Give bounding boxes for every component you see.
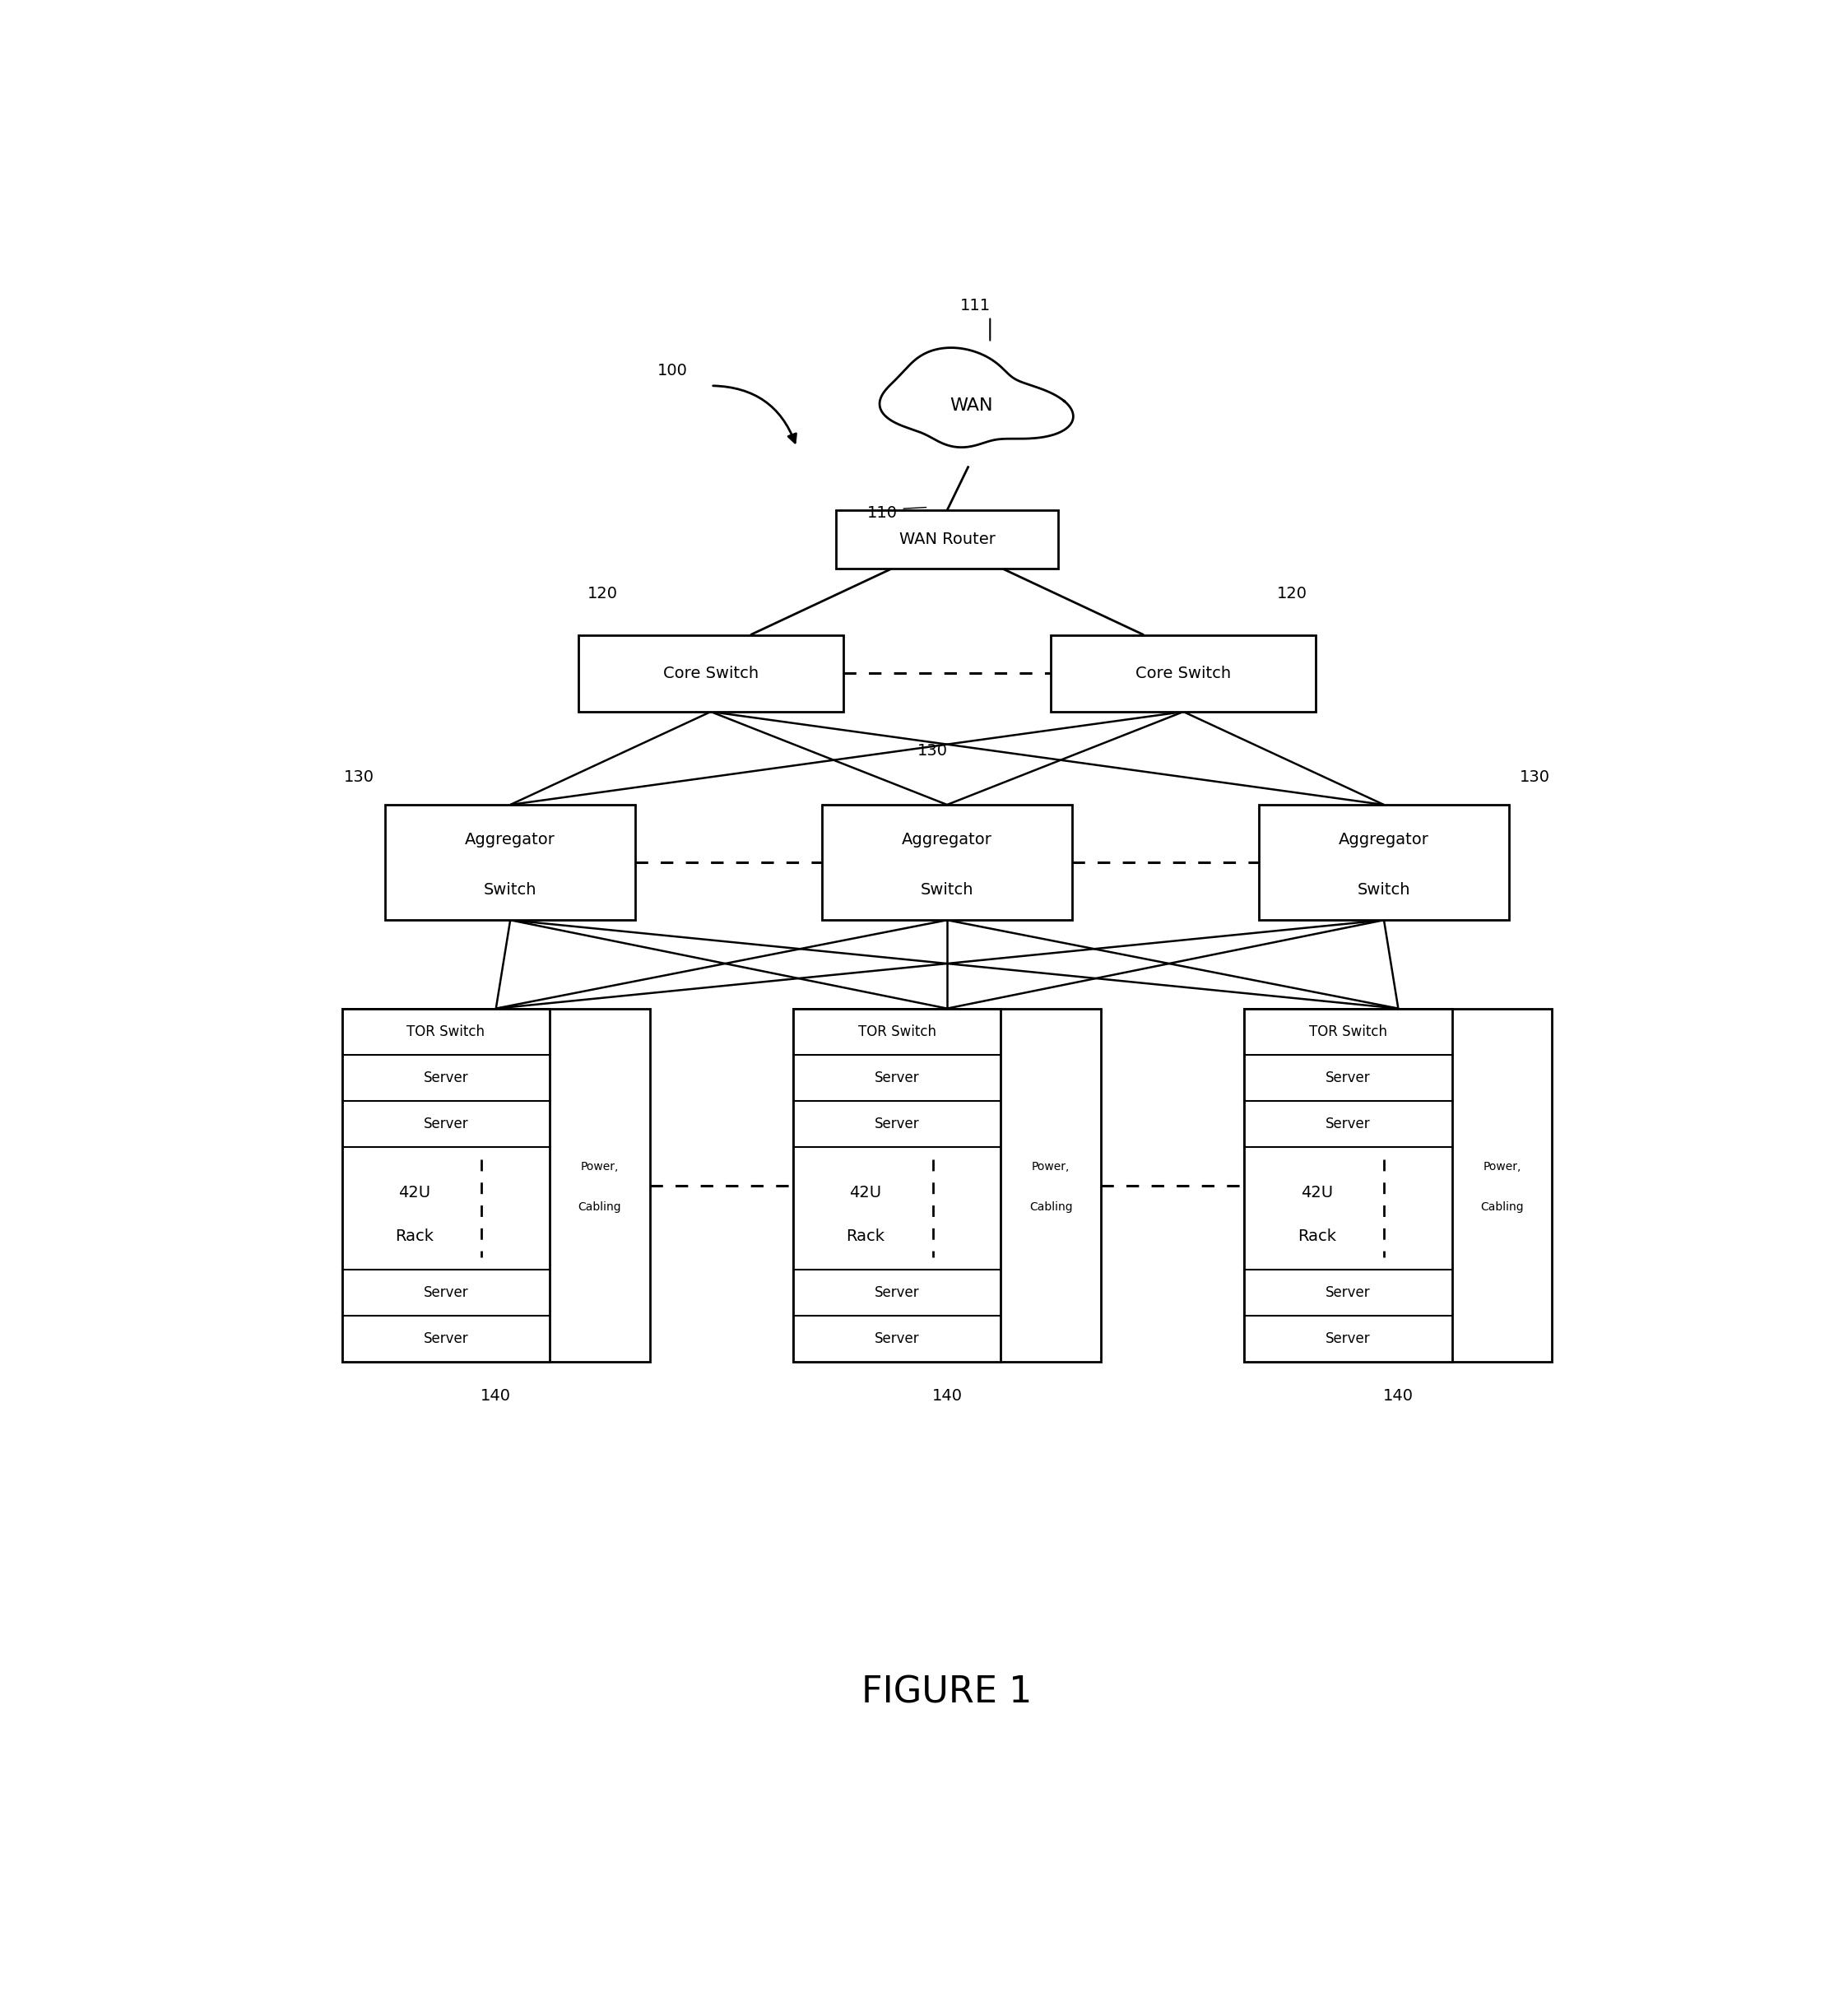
Text: Cabling: Cabling: [1480, 1200, 1525, 1212]
Text: Power,: Power,: [1482, 1160, 1521, 1172]
Bar: [342, 1008, 549, 1362]
Text: Server: Server: [1325, 1286, 1371, 1300]
Text: Aggregator: Aggregator: [1338, 831, 1429, 847]
Text: 42U: 42U: [1301, 1184, 1332, 1200]
Text: Server: Server: [874, 1286, 920, 1300]
Text: 111: 111: [961, 298, 991, 314]
Text: 130: 130: [344, 769, 373, 785]
Text: Server: Server: [874, 1116, 920, 1130]
Bar: [578, 635, 843, 711]
Text: 130: 130: [918, 743, 948, 759]
Text: Aggregator: Aggregator: [902, 831, 992, 847]
Text: 110: 110: [867, 505, 898, 521]
Text: Server: Server: [423, 1070, 468, 1084]
Text: Server: Server: [423, 1116, 468, 1130]
Text: Core Switch: Core Switch: [1137, 665, 1231, 681]
Text: Cabling: Cabling: [578, 1200, 621, 1212]
Text: WAN: WAN: [950, 397, 992, 413]
Text: Server: Server: [1325, 1070, 1371, 1084]
Text: Power,: Power,: [580, 1160, 619, 1172]
Text: TOR Switch: TOR Switch: [407, 1024, 484, 1038]
Text: 140: 140: [480, 1388, 512, 1404]
Text: 120: 120: [1277, 587, 1307, 601]
Bar: [1244, 1008, 1453, 1362]
Text: Server: Server: [423, 1286, 468, 1300]
Text: Server: Server: [423, 1332, 468, 1346]
Text: WAN Router: WAN Router: [898, 531, 996, 547]
Bar: [1258, 805, 1510, 921]
Text: 140: 140: [1382, 1388, 1414, 1404]
Text: Core Switch: Core Switch: [663, 665, 758, 681]
Bar: [835, 511, 1059, 569]
Text: 120: 120: [588, 587, 617, 601]
Text: Aggregator: Aggregator: [466, 831, 556, 847]
Bar: [1052, 635, 1316, 711]
Text: Server: Server: [874, 1070, 920, 1084]
Bar: [1244, 1008, 1552, 1362]
Bar: [822, 805, 1072, 921]
Bar: [384, 805, 636, 921]
Text: Rack: Rack: [846, 1228, 885, 1244]
Text: 140: 140: [931, 1388, 963, 1404]
Bar: [793, 1008, 1002, 1362]
Bar: [342, 1008, 650, 1362]
Text: Rack: Rack: [395, 1228, 434, 1244]
Polygon shape: [880, 347, 1074, 447]
Text: 100: 100: [656, 363, 687, 377]
Text: Switch: Switch: [484, 883, 536, 899]
Text: Cabling: Cabling: [1029, 1200, 1072, 1212]
Text: Server: Server: [874, 1332, 920, 1346]
Text: Rack: Rack: [1297, 1228, 1336, 1244]
Text: FIGURE 1: FIGURE 1: [861, 1675, 1033, 1711]
Text: Server: Server: [1325, 1332, 1371, 1346]
Text: 130: 130: [1519, 769, 1550, 785]
Text: 42U: 42U: [397, 1184, 431, 1200]
Bar: [793, 1008, 1101, 1362]
Text: TOR Switch: TOR Switch: [857, 1024, 937, 1038]
Text: Switch: Switch: [1358, 883, 1410, 899]
Text: Switch: Switch: [920, 883, 974, 899]
Text: TOR Switch: TOR Switch: [1308, 1024, 1388, 1038]
Text: Power,: Power,: [1031, 1160, 1070, 1172]
Text: 42U: 42U: [850, 1184, 881, 1200]
Text: Server: Server: [1325, 1116, 1371, 1130]
